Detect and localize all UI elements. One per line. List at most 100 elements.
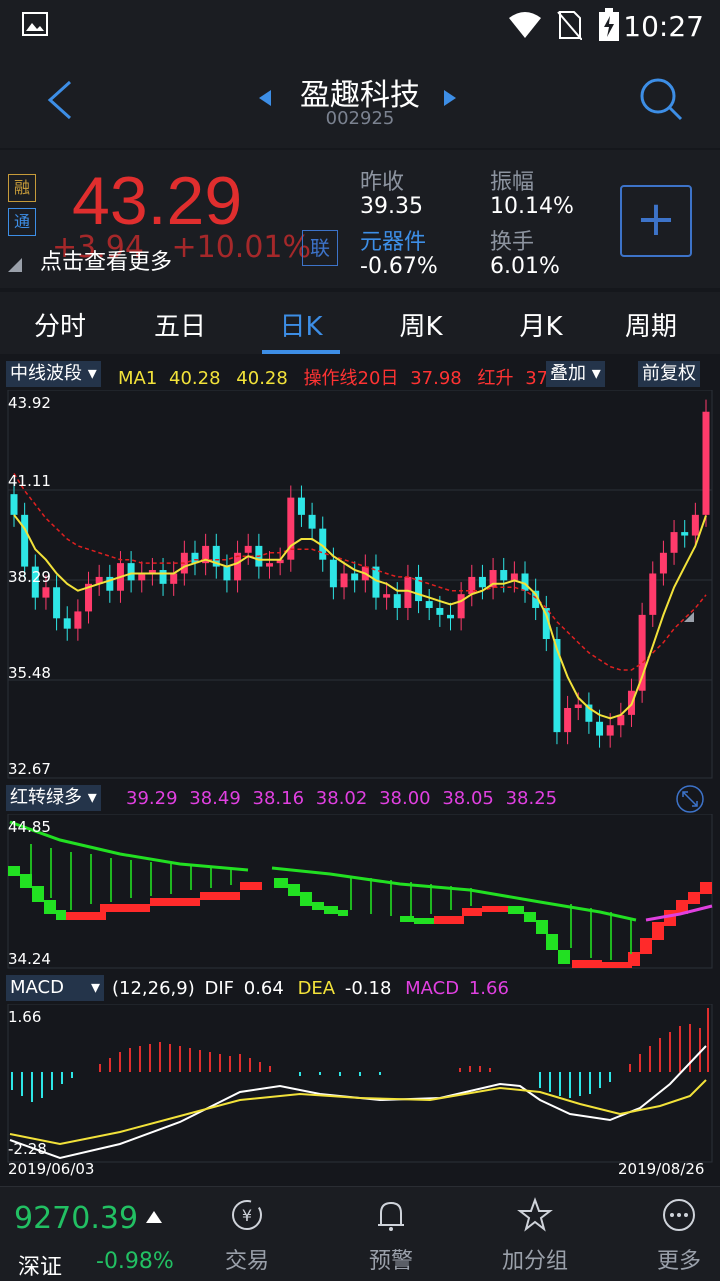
sub-y-tick-top: 44.85 (8, 818, 51, 836)
macd-label: MACD (405, 978, 460, 999)
candle-body (85, 583, 93, 612)
y-tick-top: 43.92 (8, 394, 51, 412)
image-icon (22, 12, 48, 36)
candle-body (691, 514, 699, 536)
tab-five-day[interactable]: 五日 (153, 312, 206, 342)
candle-body (500, 570, 508, 581)
candle-body (53, 587, 61, 619)
red-rise-label: 红升 (477, 368, 514, 389)
candle-body (415, 576, 423, 602)
next-stock-icon[interactable] (444, 90, 458, 106)
candle-body (489, 570, 497, 588)
candle-body (383, 594, 391, 598)
nav-more-label: 更多 (656, 1249, 701, 1274)
tab-monthly-k[interactable]: 月K (519, 312, 563, 342)
overlay-select[interactable]: 叠加 ▾ (546, 361, 605, 387)
connect-badge: 通 (8, 208, 36, 236)
expand-icon[interactable] (674, 784, 706, 814)
stat-label-sector[interactable]: 元器件 (360, 230, 427, 255)
stat-label-turnover: 换手 (490, 230, 535, 255)
candle-body (617, 714, 625, 726)
dea-value: -0.18 (344, 978, 392, 999)
main-legend: MA1 40.28 40.28 操作线20日 37.98 红升 37.98 (118, 364, 550, 390)
candle-body (638, 614, 646, 691)
tab-period[interactable]: 周期 (624, 312, 677, 342)
tab-intraday[interactable]: 分时 (33, 312, 86, 342)
expand-up-icon[interactable] (146, 1211, 162, 1225)
candle-body (340, 573, 348, 588)
trend-indicator-chart[interactable] (0, 814, 720, 970)
candle-body (287, 497, 295, 560)
candle-body (532, 590, 540, 608)
macd-chart[interactable] (0, 1004, 720, 1164)
candle-body (585, 704, 593, 722)
sub-val-3: 38.16 (252, 788, 305, 809)
ma1-value: 40.28 (169, 368, 221, 389)
candle-body (10, 494, 18, 515)
prev-stock-icon[interactable] (259, 90, 273, 106)
trade-icon: ¥ (232, 1200, 262, 1230)
period-dropdown-icon (684, 612, 694, 622)
candle-body (468, 576, 476, 595)
candle-body (510, 573, 518, 581)
sub-val-1: 39.29 (126, 788, 178, 809)
status-bar: 10:27 (0, 0, 720, 52)
quote-panel[interactable]: 融 通 43.29 +3.94 +10.01% 点击查看更多 联 昨收 39.3… (0, 150, 720, 288)
candle-body (21, 514, 29, 567)
candle-body (393, 594, 401, 608)
stock-code: 002925 (325, 108, 395, 129)
macd-indicator-bar: MACD ▾ (12,26,9) DIF 0.64 DEA -0.18 MACD… (0, 972, 720, 1004)
candle-body (564, 707, 572, 733)
ma2-value: 40.28 (236, 368, 288, 389)
back-arrow-icon[interactable] (46, 80, 74, 120)
nav-alert-label: 预警 (368, 1249, 413, 1274)
dif-label: DIF (204, 978, 235, 999)
nav-trade[interactable]: ¥ 交易 (192, 1197, 302, 1275)
sub-val-5: 38.00 (379, 788, 431, 809)
candle-body (702, 411, 710, 515)
active-tab-indicator (262, 350, 340, 354)
candle-body (212, 545, 220, 567)
nav-more[interactable]: 更多 (624, 1197, 720, 1275)
candle-body (521, 573, 529, 591)
candle-body (308, 514, 316, 529)
candle-body (596, 721, 604, 736)
candle-body (681, 532, 689, 536)
stock-header: 盈趣科技 002925 (0, 52, 720, 148)
svg-text:¥: ¥ (242, 1206, 252, 1225)
adjust-select[interactable]: 前复权 (638, 361, 700, 387)
add-watchlist-button[interactable]: + (620, 185, 692, 257)
y-tick-3: 38.29 (8, 568, 51, 586)
macd-indicator-select[interactable]: MACD ▾ (6, 975, 104, 1001)
battery-charging-icon (599, 8, 619, 41)
margin-badge: 融 (8, 174, 36, 202)
candle-body (670, 532, 678, 553)
view-more-hint[interactable]: 点击查看更多 (40, 250, 173, 275)
tab-weekly-k[interactable]: 周K (399, 312, 443, 342)
date-end: 2019/08/26 (618, 1160, 705, 1178)
stat-label-prev-close: 昨收 (360, 170, 405, 195)
stock-name: 盈趣科技 (300, 78, 420, 113)
candle-body (372, 566, 380, 598)
sub-indicator-select[interactable]: 红转绿多 ▾ (6, 785, 101, 811)
main-indicator-select[interactable]: 中线波段 ▾ (6, 361, 101, 387)
tab-daily-k[interactable]: 日K (279, 312, 323, 342)
price-change-row: +3.94 +10.01% (52, 230, 311, 265)
nav-alert[interactable]: 预警 (336, 1197, 446, 1275)
index-value[interactable]: 9270.39 (14, 1201, 139, 1236)
candle-body (659, 552, 667, 574)
candle-body (191, 552, 199, 564)
link-button[interactable]: 联 (302, 230, 338, 266)
macd-y-tick-bottom: -2.28 (8, 1140, 47, 1158)
dif-value: 0.64 (243, 978, 284, 999)
search-icon[interactable] (638, 76, 684, 122)
stat-value-amplitude: 10.14% (490, 194, 574, 219)
nav-add-group[interactable]: 加分组 (480, 1197, 590, 1275)
candle-body (276, 559, 284, 564)
candlestick-chart[interactable] (0, 390, 720, 780)
op-line-value: 37.98 (410, 368, 462, 389)
candle-body (148, 570, 156, 574)
candle-body (202, 545, 210, 564)
y-tick-4: 35.48 (8, 664, 51, 682)
candle-body (42, 587, 50, 598)
